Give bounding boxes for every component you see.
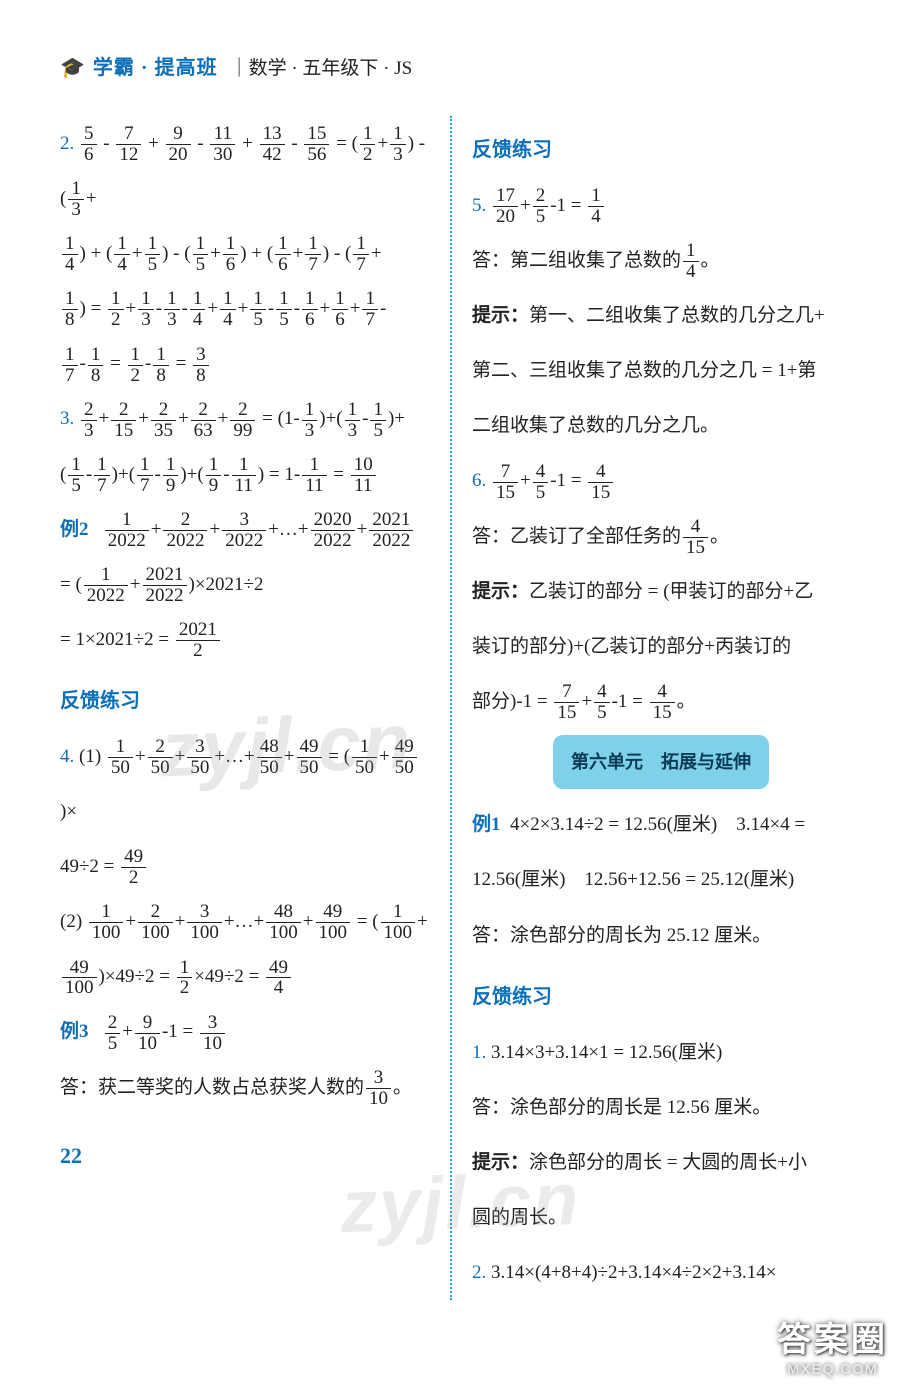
page-number: 22 [60, 1125, 430, 1187]
example-2-r3: = 1×2021÷2 = 20212 [60, 612, 430, 667]
item-2-r4: 17-18 = 12-18 = 38 [60, 336, 430, 391]
unit-6-tag: 第六单元 拓展与延伸 [553, 735, 769, 789]
example-2-r2: = (12022+20212022)×2021÷2 [60, 557, 430, 612]
example-2-label: 例2 [60, 519, 89, 540]
item-num-4: 4. [60, 746, 74, 767]
item-6-hint-c: 部分)-1 = 715+45-1 = 415。 [472, 674, 850, 729]
item-6: 6. 715+45-1 = 415 [472, 453, 850, 508]
item-5-hint: 提示：第一、二组收集了总数的几分之几+ [472, 288, 850, 343]
item-6-hint-b: 装订的部分)+(乙装订的部分+丙装订的 [472, 619, 850, 674]
r-item-1: 1. 3.14×3+3.14×1 = 12.56(厘米) [472, 1025, 850, 1080]
item-num-3: 3. [60, 408, 74, 429]
example-3-label: 例3 [60, 1021, 89, 1042]
item-6-hint-a: 提示：乙装订的部分 = (甲装订的部分+乙 [472, 564, 850, 619]
item-num-6: 6. [472, 470, 486, 491]
grad-cap-icon: 🎓 [60, 40, 85, 96]
item-5-hint-b: 第二、三组收集了总数的几分之几 = 1+第 [472, 343, 850, 398]
item-6-answer: 答：乙装订了全部任务的415。 [472, 509, 850, 564]
item-5: 5. 1720+25-1 = 14 [472, 178, 850, 233]
item-2: 2. 56 - 712 + 920 - 1130 + 1342 - 1556 =… [60, 116, 430, 226]
page-header: 🎓 学霸 · 提高班 ｜数学 · 五年级下 · JS [60, 40, 850, 96]
r-item-1-hint-b: 圆的周长。 [472, 1190, 850, 1245]
example-3: 例3 25+910-1 = 310 [60, 1004, 430, 1059]
item-2-r2: 14) + (14+15) - (15+16) + (16+17) - (17+ [60, 226, 430, 281]
left-column: 2. 56 - 712 + 920 - 1130 + 1342 - 1556 =… [60, 116, 430, 1300]
brand-title: 学霸 · 提高班 [93, 40, 218, 96]
r-item-num-2: 2. [472, 1262, 486, 1283]
item-num-5: 5. [472, 195, 486, 216]
r-example-1: 例1 4×2×3.14÷2 = 12.56(厘米) 3.14×4 = [472, 797, 850, 852]
item-num-2: 2. [60, 133, 74, 154]
item-4-p2: (2) 1100+2100+3100+…+48100+49100 = (1100… [60, 894, 430, 949]
r-item-2: 2. 3.14×(4+8+4)÷2+3.14×4÷2×2+3.14× [472, 1245, 850, 1300]
column-divider [450, 116, 452, 1300]
example-3-answer: 答：获二等奖的人数占总获奖人数的310。 [60, 1060, 430, 1115]
item-5-hint-c: 二组收集了总数的几分之几。 [472, 398, 850, 453]
r-item-num-1: 1. [472, 1042, 486, 1063]
r-example-1-label: 例1 [472, 814, 501, 835]
item-3: 3. 23+215+235+263+299 = (1-13)+(13-15)+ [60, 391, 430, 446]
r-item-1-answer: 答：涂色部分的周长是 12.56 厘米。 [472, 1080, 850, 1135]
bottom-logo-text: 答案圈 [777, 1312, 888, 1361]
example-2: 例2 12022+22022+32022+…+20202022+20212022 [60, 502, 430, 557]
header-subject: ｜数学 · 五年级下 · JS [230, 42, 413, 95]
item-4-p1: 4. (1) 150+250+350+…+4850+4950 = (150+49… [60, 729, 430, 839]
r-example-1-c: 答：涂色部分的周长为 25.12 厘米。 [472, 908, 850, 963]
item-2-r3: 18) = 12+13-13-14+14+15-15-16+16+17- [60, 281, 430, 336]
bottom-logo: 答案圈 MXEQ.COM [777, 1312, 888, 1378]
r-example-1-b: 12.56(厘米) 12.56+12.56 = 25.12(厘米) [472, 852, 850, 907]
bottom-logo-url: MXEQ.COM [777, 1361, 888, 1378]
r-item-1-hint: 提示：涂色部分的周长 = 大圆的周长+小 [472, 1135, 850, 1190]
item-3-r2: (15-17)+(17-19)+(19-111) = 1-111 = 1011 [60, 447, 430, 502]
feedback-heading-right-a: 反馈练习 [472, 122, 850, 178]
feedback-heading-right-b: 反馈练习 [472, 969, 850, 1025]
item-5-answer: 答：第二组收集了总数的14。 [472, 233, 850, 288]
feedback-heading-left: 反馈练习 [60, 673, 430, 729]
item-4-p1b: 49÷2 = 492 [60, 839, 430, 894]
right-column: 反馈练习 5. 1720+25-1 = 14 答：第二组收集了总数的14。 提示… [472, 116, 850, 1300]
item-4-p2b: 49100)×49÷2 = 12×49÷2 = 494 [60, 949, 430, 1004]
